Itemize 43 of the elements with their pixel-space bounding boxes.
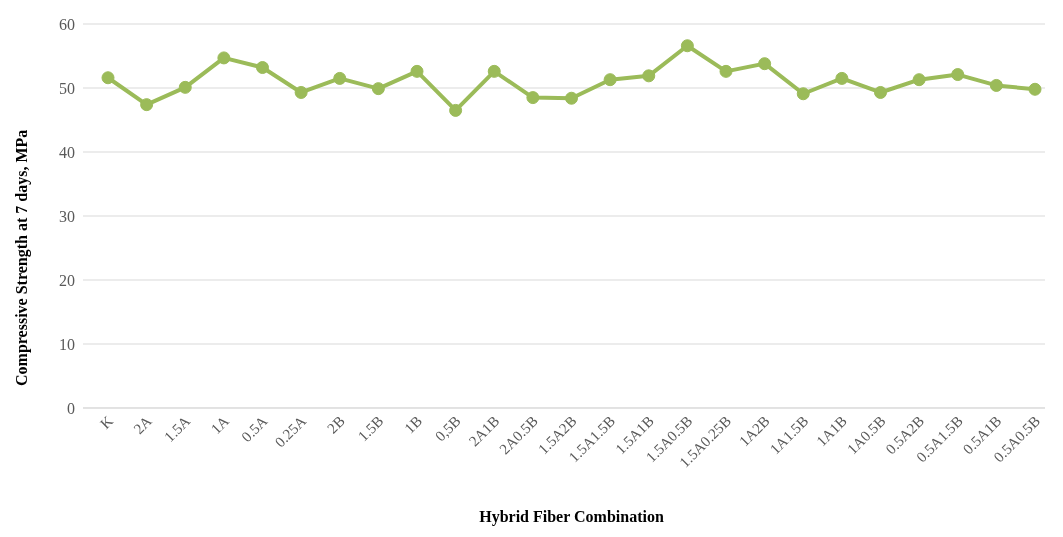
point	[449, 103, 463, 117]
point	[526, 91, 540, 105]
x-tick-label: 0.5A	[238, 412, 271, 446]
y-tick-label: 60	[59, 15, 75, 33]
x-tick-label: 1.5B	[354, 412, 387, 445]
y-tick-label: 10	[59, 335, 75, 353]
point	[1028, 82, 1042, 96]
x-tick-label: 1A	[207, 412, 233, 438]
x-tick-label: 1.5A	[161, 412, 194, 446]
point	[989, 78, 1003, 92]
y-tick-label: 0	[67, 399, 75, 417]
point	[603, 73, 617, 87]
point	[912, 73, 926, 87]
y-tick-label: 40	[59, 143, 75, 161]
y-tick-label: 20	[59, 271, 75, 289]
x-tick-label: 2A	[130, 412, 155, 438]
point	[874, 85, 887, 99]
point	[796, 87, 810, 101]
x-tick-label: 2B	[324, 412, 348, 437]
point	[719, 64, 733, 78]
point	[294, 85, 308, 99]
point	[487, 64, 501, 78]
point	[101, 71, 115, 85]
x-axis-title: Hybrid Fiber Combination	[478, 508, 665, 526]
x-tick-label: K	[97, 412, 117, 432]
point	[642, 69, 656, 83]
y-axis-title: Compressive Strength at 7 days, MPa	[12, 129, 31, 386]
y-tick-label: 30	[59, 207, 75, 225]
point	[140, 98, 154, 112]
x-tick-label: 0,5B	[432, 412, 464, 445]
point	[951, 68, 965, 82]
point	[333, 71, 347, 85]
point	[835, 71, 849, 85]
point	[680, 39, 694, 53]
x-tick-label: 1B	[401, 412, 426, 437]
point	[410, 64, 424, 78]
point	[178, 80, 192, 94]
point	[256, 61, 269, 75]
y-tick-label: 50	[59, 79, 75, 97]
point	[371, 82, 385, 96]
point	[758, 57, 772, 71]
point	[565, 91, 578, 105]
point	[217, 51, 231, 65]
